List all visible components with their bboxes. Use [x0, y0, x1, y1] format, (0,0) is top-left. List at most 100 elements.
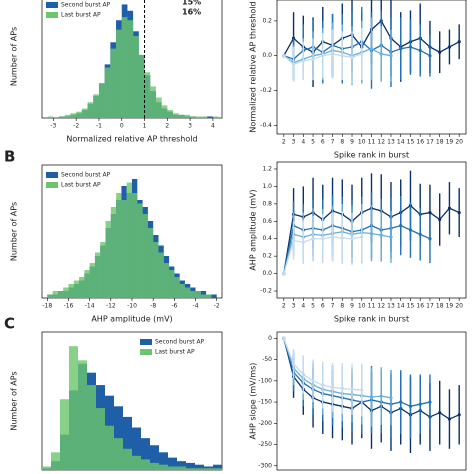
data-point [330, 52, 335, 56]
histogram-bar [201, 116, 208, 118]
y-axis-label: AHP amplitude (mV) [249, 189, 258, 270]
legend-label: Second burst AP [61, 2, 111, 9]
histogram-bar [150, 462, 159, 470]
histogram-bar [116, 193, 122, 298]
histogram-bar [150, 86, 156, 118]
x-tick-label: 3 [292, 139, 296, 146]
x-tick-label: 18 [436, 303, 444, 310]
series-line [283, 224, 431, 274]
histogram-bar [110, 207, 117, 298]
x-tick-label: -14 [85, 303, 95, 310]
x-tick-label: 16 [416, 139, 424, 146]
histogram-bar [121, 200, 127, 298]
histogram-bar [64, 114, 71, 118]
x-tick-label: 11 [368, 139, 376, 146]
x-tick-label: 19 [446, 139, 454, 146]
x-tick-label: -4 [193, 303, 199, 310]
histogram-bar [137, 203, 143, 298]
histogram-bar [60, 399, 69, 470]
series-line [283, 338, 431, 407]
x-tick-label: 5 [311, 139, 315, 146]
data-point [311, 379, 315, 383]
data-point [447, 417, 452, 421]
histogram-bar [159, 452, 168, 470]
histogram-bar [78, 360, 87, 470]
histogram-bar [81, 108, 88, 118]
histogram-bar [190, 291, 196, 298]
histogram-bar [57, 291, 64, 298]
data-point [291, 362, 296, 366]
x-tick-label: 14 [397, 139, 405, 146]
data-point [369, 47, 374, 51]
data-point [311, 237, 315, 241]
data-point [282, 336, 286, 340]
legend-swatch [46, 12, 58, 18]
x-tick-label: 20 [455, 303, 463, 310]
x-tick-label: 12 [377, 303, 385, 310]
histogram-bar [150, 445, 159, 470]
histogram-bar [195, 464, 204, 470]
x-tick-label: 4 [301, 303, 305, 310]
data-point [399, 400, 403, 404]
y-tick-label: -100 [258, 377, 272, 384]
x-tick-label: 5 [311, 303, 315, 310]
data-point [369, 231, 374, 236]
histogram-bar [132, 455, 141, 470]
histogram-bar [177, 466, 186, 470]
histogram-bar [159, 464, 168, 470]
legend-swatch [46, 182, 58, 188]
data-point [369, 395, 374, 399]
histogram-bar [211, 294, 217, 298]
legend-label: Last burst AP [155, 349, 195, 356]
data-point [418, 402, 422, 406]
y-tick-label: -0.2 [260, 87, 272, 94]
data-point [408, 404, 413, 408]
histogram-bar [178, 114, 185, 118]
histogram-bar [173, 113, 179, 118]
data-point [330, 385, 335, 389]
data-point [360, 52, 364, 56]
data-point [379, 52, 383, 56]
x-tick-label: 10 [358, 303, 366, 310]
histogram-bar [200, 294, 207, 298]
histogram-bar [79, 277, 85, 298]
histogram-bar [195, 291, 201, 298]
data-point [360, 235, 364, 239]
x-tick-label: 15 [407, 139, 415, 146]
histogram-bar [206, 294, 212, 298]
y-tick-label: 0.6 [262, 218, 272, 225]
data-point [321, 54, 325, 58]
y-axis-label: Number of APs [10, 202, 19, 261]
data-point [428, 210, 432, 215]
x-tick-label: 7 [331, 303, 335, 310]
plot-frame [276, 331, 467, 471]
histogram-bar [116, 29, 122, 119]
data-point [321, 383, 325, 387]
x-tick-label: 7 [331, 139, 335, 146]
legend-label: Last burst AP [61, 12, 101, 19]
histogram-bar [195, 116, 202, 118]
legend-swatch [140, 349, 152, 355]
panel-label: C [4, 315, 15, 333]
histogram-bar [105, 425, 114, 470]
histogram-bar [51, 452, 60, 470]
x-tick-label: 9 [350, 303, 354, 310]
histogram-bar [168, 466, 177, 470]
histogram-bar [126, 182, 132, 298]
data-point [350, 55, 354, 60]
data-point [301, 59, 305, 63]
data-point [408, 228, 413, 232]
y-tick-label: -50 [262, 356, 272, 363]
y-tick-label: 0.2 [262, 17, 272, 24]
data-point [447, 206, 452, 210]
data-point [438, 217, 442, 222]
x-tick-label: 15 [407, 303, 415, 310]
data-point [291, 62, 296, 66]
histogram-bar [70, 113, 77, 118]
histogram-bar [204, 468, 213, 470]
x-tick-label: 10 [358, 139, 366, 146]
histogram-bar [144, 72, 151, 118]
histogram-bar [155, 97, 162, 118]
data-point [389, 396, 393, 400]
